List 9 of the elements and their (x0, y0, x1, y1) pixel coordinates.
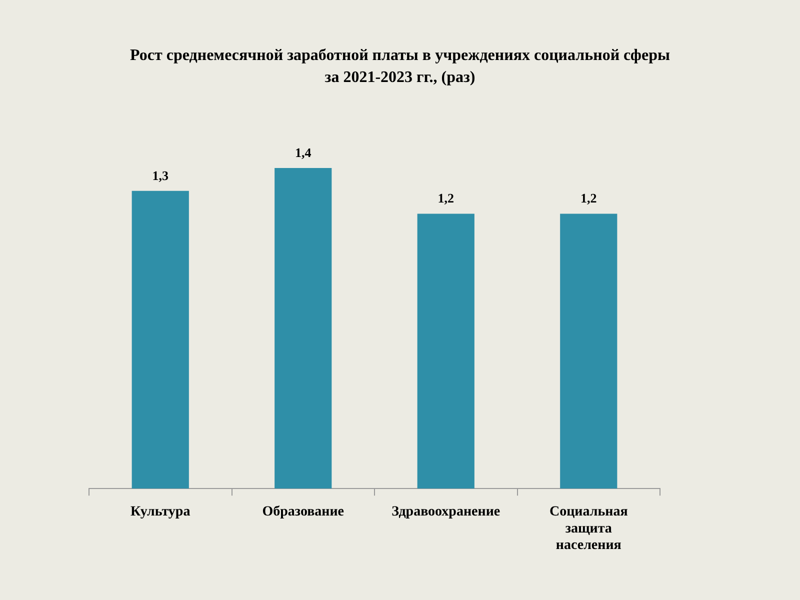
x-tick-label: Социальная защита населения (549, 504, 628, 554)
x-tick-label: Культура (130, 504, 190, 520)
data-label: 1,2 (580, 190, 597, 206)
data-label: 1,3 (152, 168, 169, 183)
x-tick-label: Образование (262, 504, 344, 520)
chart-title: Рост среднемесячной заработной платы в учреждениях социальной сферы за 2021-2023 гг., (раз) (130, 47, 670, 86)
x-tick-label: Здравоохранение (392, 504, 500, 520)
data-label: 1,2 (438, 190, 454, 206)
data-label: 1,4 (295, 144, 312, 160)
